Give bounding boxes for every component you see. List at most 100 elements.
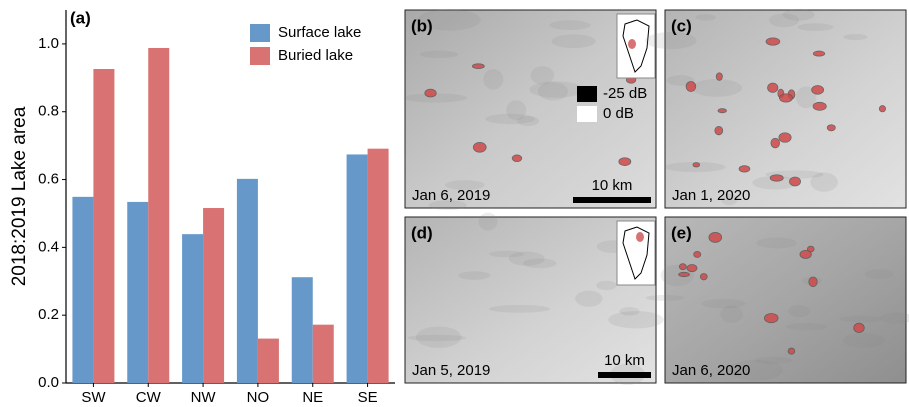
texture <box>608 311 664 329</box>
lake-outline <box>699 273 708 281</box>
lake-outline <box>715 72 723 81</box>
texture <box>619 307 640 316</box>
texture <box>843 34 868 41</box>
bar <box>367 148 389 383</box>
region-marker <box>636 232 644 242</box>
lake-outline <box>692 162 701 168</box>
lake-outline <box>770 137 780 149</box>
texture <box>645 294 685 301</box>
image-date: Jan 6, 2019 <box>412 187 490 204</box>
satellite-image <box>664 216 907 384</box>
bar <box>346 154 368 383</box>
lake-outline <box>812 50 826 57</box>
lake-outline <box>708 231 723 243</box>
panel-label: (e) <box>671 223 692 242</box>
legend-label: Buried lake <box>278 47 353 64</box>
texture <box>795 86 817 109</box>
image-date: Jan 5, 2019 <box>412 362 490 379</box>
lake-outline <box>812 101 827 111</box>
lake-outline <box>472 141 487 153</box>
lake-outline <box>808 276 818 288</box>
y-tick-label: 0.2 <box>38 306 59 323</box>
texture <box>839 315 883 323</box>
texture <box>880 312 909 324</box>
texture <box>417 9 481 31</box>
y-tick-label: 0.0 <box>38 374 59 391</box>
legend-label: Surface lake <box>278 24 361 41</box>
satellite-image <box>404 9 657 209</box>
y-tick-label: 0.8 <box>38 103 59 120</box>
texture <box>403 93 468 103</box>
lake-outline <box>799 249 812 259</box>
texture <box>786 322 827 331</box>
texture <box>721 193 738 206</box>
x-tick-label: NO <box>247 389 270 406</box>
lake-outline <box>717 108 727 114</box>
texture <box>517 116 539 126</box>
texture <box>551 34 596 49</box>
texture <box>419 50 459 59</box>
bar <box>257 338 279 383</box>
lake-outline <box>789 176 801 187</box>
texture <box>483 68 504 90</box>
lake-outline <box>618 157 632 166</box>
region-marker <box>628 39 636 49</box>
x-tick-label: CW <box>136 389 162 406</box>
texture <box>752 175 798 190</box>
x-tick-label: NE <box>302 389 323 406</box>
scale-bar <box>598 372 651 378</box>
texture <box>645 31 697 50</box>
texture <box>428 200 467 211</box>
lake-outline <box>511 154 523 162</box>
panel-label: (a) <box>70 8 91 27</box>
satellite-image <box>404 216 657 384</box>
texture <box>788 305 811 318</box>
texture <box>782 8 815 21</box>
greenland-outline <box>622 19 650 73</box>
lake-outline <box>471 63 485 70</box>
texture <box>478 212 498 231</box>
colorbar-min <box>577 86 597 102</box>
satellite-image <box>664 9 907 209</box>
lake-outline <box>685 81 697 92</box>
lake-outline <box>767 82 779 93</box>
texture <box>864 269 894 280</box>
bar <box>182 234 204 383</box>
texture <box>810 172 838 192</box>
x-tick-label: NW <box>191 389 217 406</box>
texture <box>720 305 743 323</box>
lake-outline <box>765 37 781 46</box>
texture <box>458 271 491 280</box>
texture <box>756 237 797 249</box>
x-tick-label: SE <box>358 389 378 406</box>
texture <box>508 251 545 266</box>
colorbar-label: 0 dB <box>603 105 634 122</box>
texture <box>523 258 557 269</box>
texture <box>506 100 527 121</box>
lake-outline <box>778 132 792 143</box>
scale-bar <box>573 197 651 203</box>
y-tick-label: 0.6 <box>38 171 59 188</box>
y-axis-label: 2018:2019 Lake area <box>9 106 30 286</box>
y-tick-label: 0.4 <box>38 238 59 255</box>
lake-outline <box>693 251 702 258</box>
texture <box>797 23 834 31</box>
bar <box>127 201 149 383</box>
texture <box>489 305 551 313</box>
bar <box>93 69 115 383</box>
texture <box>660 264 694 287</box>
lake-outline <box>738 165 751 173</box>
image-date: Jan 1, 2020 <box>672 187 750 204</box>
texture <box>537 82 569 101</box>
lake-outline <box>826 124 836 132</box>
lake-outline <box>853 322 865 334</box>
texture <box>701 298 746 309</box>
panel-label: (d) <box>411 223 433 242</box>
image-date: Jan 6, 2020 <box>672 362 750 379</box>
texture <box>729 359 783 381</box>
bar <box>291 277 313 383</box>
lake-outline <box>811 85 825 95</box>
lake-outline <box>686 264 698 273</box>
scale-label: 10 km <box>592 177 633 194</box>
panel-label: (b) <box>411 16 433 35</box>
